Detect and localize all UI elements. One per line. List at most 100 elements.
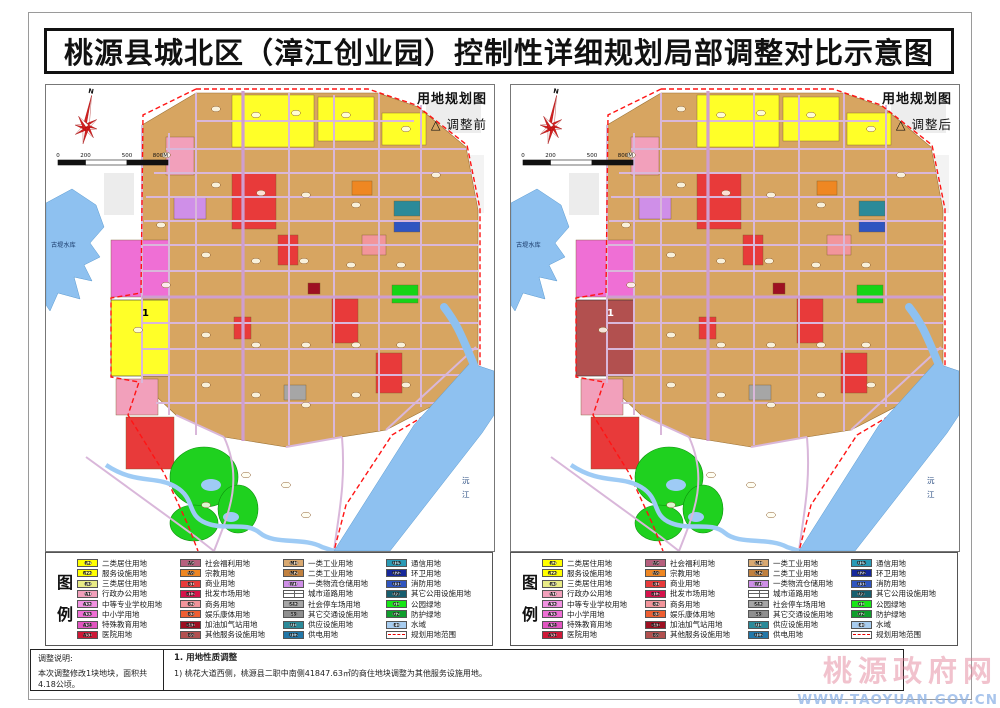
sheet-frame [28, 12, 972, 700]
legend-swatch: E1 [386, 620, 407, 629]
legend-code-badge: A33 [547, 612, 558, 617]
legend-item: A9 宗教用地 [645, 568, 746, 578]
legend-item-label: 特殊教育用地 [102, 620, 147, 630]
legend-item-label: 医院用地 [102, 630, 132, 640]
river [798, 362, 959, 551]
legend-column: A6 社会福利用地 A9 宗教用地 B1 商业用地 B12 批发市场用地 B2 商务用地 B3 娱乐康… [178, 557, 281, 641]
legend-item: U12 供电用地 [748, 630, 849, 640]
watermark: 桃源政府网 WWW.TAOYUAN.GOV.CN [748, 648, 998, 708]
legend-item-label: 通信用地 [411, 558, 441, 568]
legend-item-label: 娱乐康体用地 [670, 609, 715, 619]
legend-swatch: R22 [542, 569, 563, 578]
legend-item: A34 特殊教育用地 [542, 620, 643, 630]
legend-item-label: 二类居住用地 [102, 558, 147, 568]
notes-right-title: 1. 用地性质调整 [174, 653, 238, 663]
legend-item: R3 三类居住用地 [77, 579, 178, 589]
legend-swatch: A32 [542, 600, 563, 609]
legend-swatch: M2 [283, 569, 304, 578]
legend-item: A6 社会福利用地 [180, 558, 281, 568]
legend-swatch: R3 [542, 579, 563, 588]
legend-item-label: 供电用地 [773, 630, 803, 640]
legend-code-badge: A1 [83, 591, 92, 597]
north-label: N [88, 87, 95, 96]
legend-code-badge: R3 [548, 581, 557, 586]
legend-item-label: 其它交通设施用地 [308, 609, 368, 619]
legend-swatch: S9 [283, 610, 304, 619]
legend-item-label: 一类物流仓储用地 [773, 579, 833, 589]
map-panel-after: 古堤水库沅江 1 N 0 200 500 800M 用地规划图 △ 调整后 [510, 84, 960, 552]
legend-code-badge: R22 [547, 571, 558, 576]
legend-code-badge: G1 [392, 601, 401, 607]
watermark-url: WWW.TAOYUAN.GOV.CN [797, 692, 998, 708]
planning-boundary [110, 88, 199, 551]
legend-item-label: 一类物流仓储用地 [308, 579, 368, 589]
legend-item-label: 服务设施用地 [102, 568, 147, 578]
legend-code-badge: S42 [753, 601, 764, 607]
legend-swatch: G1 [386, 600, 407, 609]
legend-swatch: B9 [180, 630, 201, 639]
planning-boundary [661, 88, 946, 551]
legend-item: E1 水域 [851, 620, 952, 630]
legend-code-badge: B1 [651, 581, 660, 586]
legend-item-label: 社会福利用地 [670, 558, 715, 568]
legend-swatch [283, 589, 304, 598]
legend-code-badge: B9 [651, 632, 660, 638]
legend-code-badge: B41 [650, 622, 661, 627]
legend-code-badge: W1 [288, 581, 299, 586]
legend-item: M1 一类工业用地 [748, 558, 849, 568]
legend-item: A32 中等专业学校用地 [542, 599, 643, 609]
legend-swatch [851, 630, 872, 639]
legend-swatch: B12 [180, 589, 201, 598]
legend-code-badge: U12 [753, 632, 764, 638]
legend-item: M2 二类工业用地 [283, 568, 384, 578]
legend-code-badge: B41 [185, 622, 196, 627]
legend-item: A51 医院用地 [542, 630, 643, 640]
legend-item-label: 其他服务设施用地 [205, 630, 265, 640]
legend-item: B9 其他服务设施用地 [645, 630, 746, 640]
legend-item-label: 社会福利用地 [205, 558, 250, 568]
legend-item-label: 消防用地 [876, 579, 906, 589]
legend-columns: R2 二类居住用地 R22 服务设施用地 R3 三类居住用地 A1 行政办公用地 A32 中等专业… [540, 557, 952, 641]
legend-item-label: 供应设施用地 [773, 620, 818, 630]
legend-item: U15 通信用地 [851, 558, 952, 568]
legend-item: W1 一类物流仓储用地 [283, 579, 384, 589]
legend-item-label: 社会停车场用地 [773, 599, 826, 609]
legend-code-badge: G2 [392, 612, 401, 617]
legend-heading: 图例 [54, 574, 73, 638]
legend-item: 城市道路用地 [748, 589, 849, 599]
legend-swatch: G2 [851, 610, 872, 619]
legend-swatch: A1 [542, 589, 563, 598]
scale-tick-label: 800M [618, 153, 633, 159]
legend-item: B12 批发市场用地 [180, 589, 281, 599]
legend-item: U1 供应设施用地 [283, 620, 384, 630]
map-header-after: 用地规划图 △ 调整后 [882, 88, 952, 133]
legend-swatch: U12 [748, 630, 769, 639]
legend-item-label: 行政办公用地 [567, 589, 612, 599]
legend-item-label: 二类工业用地 [308, 568, 353, 578]
legend-swatch: A34 [542, 620, 563, 629]
legend-item-label: 水域 [876, 620, 891, 630]
legend-item-label: 水域 [411, 620, 426, 630]
legend-code-badge: R3 [83, 581, 92, 586]
legend-item-label: 医院用地 [567, 630, 597, 640]
legend-item-label: 规划用地范围 [876, 630, 921, 640]
legend-item-label: 二类居住用地 [567, 558, 612, 568]
legend-item: U9 其它公用设施用地 [386, 589, 487, 599]
legend-item: A33 中小学用地 [542, 609, 643, 619]
legend-code-badge: U22 [391, 571, 402, 576]
legend-item: R2 二类居住用地 [542, 558, 643, 568]
legend-swatch: B2 [645, 600, 666, 609]
plot-1 [110, 299, 170, 377]
legend-item-label: 其它公用设施用地 [876, 589, 936, 599]
legend-item: G1 公园绿地 [851, 599, 952, 609]
legend-item-label: 娱乐康体用地 [205, 609, 250, 619]
legend-item-label: 社会停车场用地 [308, 599, 361, 609]
legend-swatch: B12 [645, 589, 666, 598]
legend-item-label: 一类工业用地 [308, 558, 353, 568]
legend-swatch: A33 [542, 610, 563, 619]
legend-code-badge: M2 [754, 571, 763, 576]
river-label: 江 [927, 490, 935, 499]
notes-right-body: 1) 桃花大道西侧，桃源县二职中南侧41847.63㎡的商住地块调整为其他服务设… [174, 669, 487, 679]
legend-item: U31 消防用地 [851, 579, 952, 589]
